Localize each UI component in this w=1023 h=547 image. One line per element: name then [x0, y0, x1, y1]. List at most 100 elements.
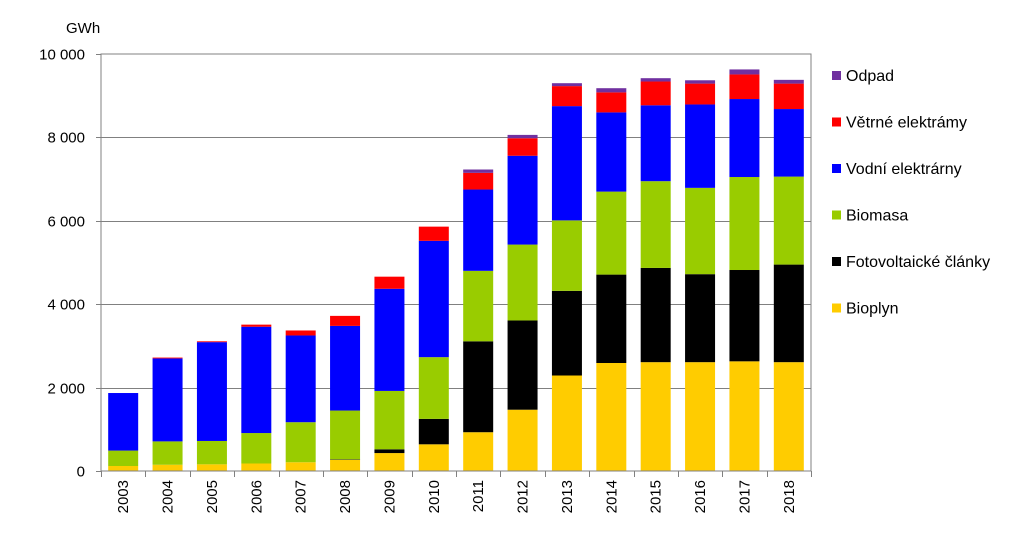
x-tick-label: 2005	[204, 480, 221, 513]
bar-segment	[551, 290, 582, 376]
bar-segment	[374, 390, 405, 450]
bar-segment	[330, 315, 361, 326]
legend: Odpad Větrné elektrámy Vodní elektrárny Bio…	[832, 68, 990, 318]
bar-segment	[108, 450, 139, 466]
legend-label: Vodní elektrárny	[846, 161, 962, 178]
bar-segment	[330, 459, 361, 471]
bar-segment	[108, 465, 139, 471]
bar-segment	[241, 463, 272, 471]
bar-segment	[596, 112, 627, 192]
y-axis: 0 2 000 4 000 6 000 8 000 10 000	[39, 47, 101, 481]
y-tick-label: 6 000	[47, 214, 85, 231]
bar-segment	[463, 172, 494, 190]
bar-segment	[507, 320, 538, 410]
bar-segment	[463, 432, 494, 471]
legend-swatch	[832, 164, 841, 173]
bar-segment	[285, 422, 316, 463]
bar-segment	[418, 240, 449, 358]
x-tick-label: 2003	[115, 480, 132, 513]
legend-swatch	[832, 303, 841, 313]
bar-segment	[330, 459, 361, 460]
x-tick-label: 2008	[337, 480, 354, 513]
bar-segment	[418, 226, 449, 241]
bar-segment	[685, 187, 716, 275]
bar-segment	[285, 335, 316, 423]
x-axis: 2003 2004 2005 2006 2007 2008 2009 2010 2011 2012…	[101, 471, 812, 513]
bar-segment	[596, 274, 627, 363]
bar-segment	[463, 189, 494, 271]
x-tick-label: 2006	[248, 480, 265, 513]
bar-segment	[729, 99, 760, 178]
bar-segment	[596, 191, 627, 275]
bar-segment	[729, 177, 760, 271]
bar-segment	[507, 409, 538, 471]
x-tick-label: 2007	[293, 480, 310, 513]
bar-segment	[729, 361, 760, 471]
bar-segment	[108, 393, 139, 451]
legend-label: Odpad	[846, 68, 894, 85]
x-tick-label: 2017	[736, 480, 753, 513]
bar-segment	[640, 267, 671, 363]
legend-label: Bioplyn	[846, 301, 898, 318]
bar-segment	[374, 276, 405, 289]
x-tick-label: 2011	[470, 480, 487, 512]
legend-swatch	[832, 210, 841, 220]
x-tick-label: 2012	[515, 480, 532, 513]
bar-segment	[773, 83, 804, 110]
bar-segment	[685, 80, 716, 84]
bar-segment	[551, 375, 582, 471]
bar-segment	[773, 79, 804, 84]
bar-segment	[773, 264, 804, 363]
bar-segment	[685, 362, 716, 471]
x-tick-label: 2004	[160, 480, 177, 513]
bar-segment	[330, 325, 361, 411]
x-tick-label: 2016	[692, 480, 709, 513]
bar-segment	[196, 342, 227, 441]
legend-label: Větrné elektrámy	[846, 115, 967, 132]
bar-segment	[551, 86, 582, 107]
bar-segment	[330, 410, 361, 460]
bar-segment	[285, 330, 316, 336]
y-tick-label: 8 000	[47, 130, 85, 147]
bar-segment	[196, 341, 227, 343]
bar-segment	[241, 324, 272, 327]
bar-segment	[507, 155, 538, 245]
bar-segment	[773, 362, 804, 471]
x-tick-label: 2013	[559, 480, 576, 513]
legend-label: Fotovoltaické články	[846, 254, 990, 271]
bar-segment	[418, 444, 449, 471]
bar-segment	[463, 270, 494, 342]
bar-segment	[463, 169, 494, 173]
x-tick-label: 2014	[603, 480, 620, 513]
bar-segment	[640, 181, 671, 268]
legend-swatch	[832, 257, 841, 266]
unit-label: GWh	[66, 20, 100, 37]
y-tick-label: 2 000	[47, 381, 85, 398]
bar-segment	[773, 176, 804, 265]
x-tick-label: 2009	[381, 480, 398, 513]
y-tick-label: 10 000	[39, 47, 85, 64]
bar-segment	[152, 358, 183, 442]
bar-segment	[729, 69, 760, 75]
bar-segment	[285, 462, 316, 471]
bar-segment	[685, 83, 716, 105]
bar-segment	[551, 106, 582, 221]
legend-swatch	[832, 71, 841, 80]
x-tick-label: 2010	[426, 480, 443, 513]
bar-segment	[596, 88, 627, 93]
bar-segment	[729, 74, 760, 100]
bar-segment	[640, 78, 671, 82]
bar-segment	[640, 105, 671, 182]
bar-segment	[241, 326, 272, 434]
bar-segment	[374, 449, 405, 454]
bar-segment	[596, 362, 627, 471]
y-tick-label: 0	[77, 464, 85, 481]
bar-segment	[418, 357, 449, 419]
bar-segment	[374, 288, 405, 391]
bars	[108, 69, 804, 471]
x-tick-label: 2015	[648, 480, 665, 513]
bar-segment	[551, 220, 582, 291]
bar-segment	[507, 134, 538, 139]
bar-segment	[418, 418, 449, 445]
